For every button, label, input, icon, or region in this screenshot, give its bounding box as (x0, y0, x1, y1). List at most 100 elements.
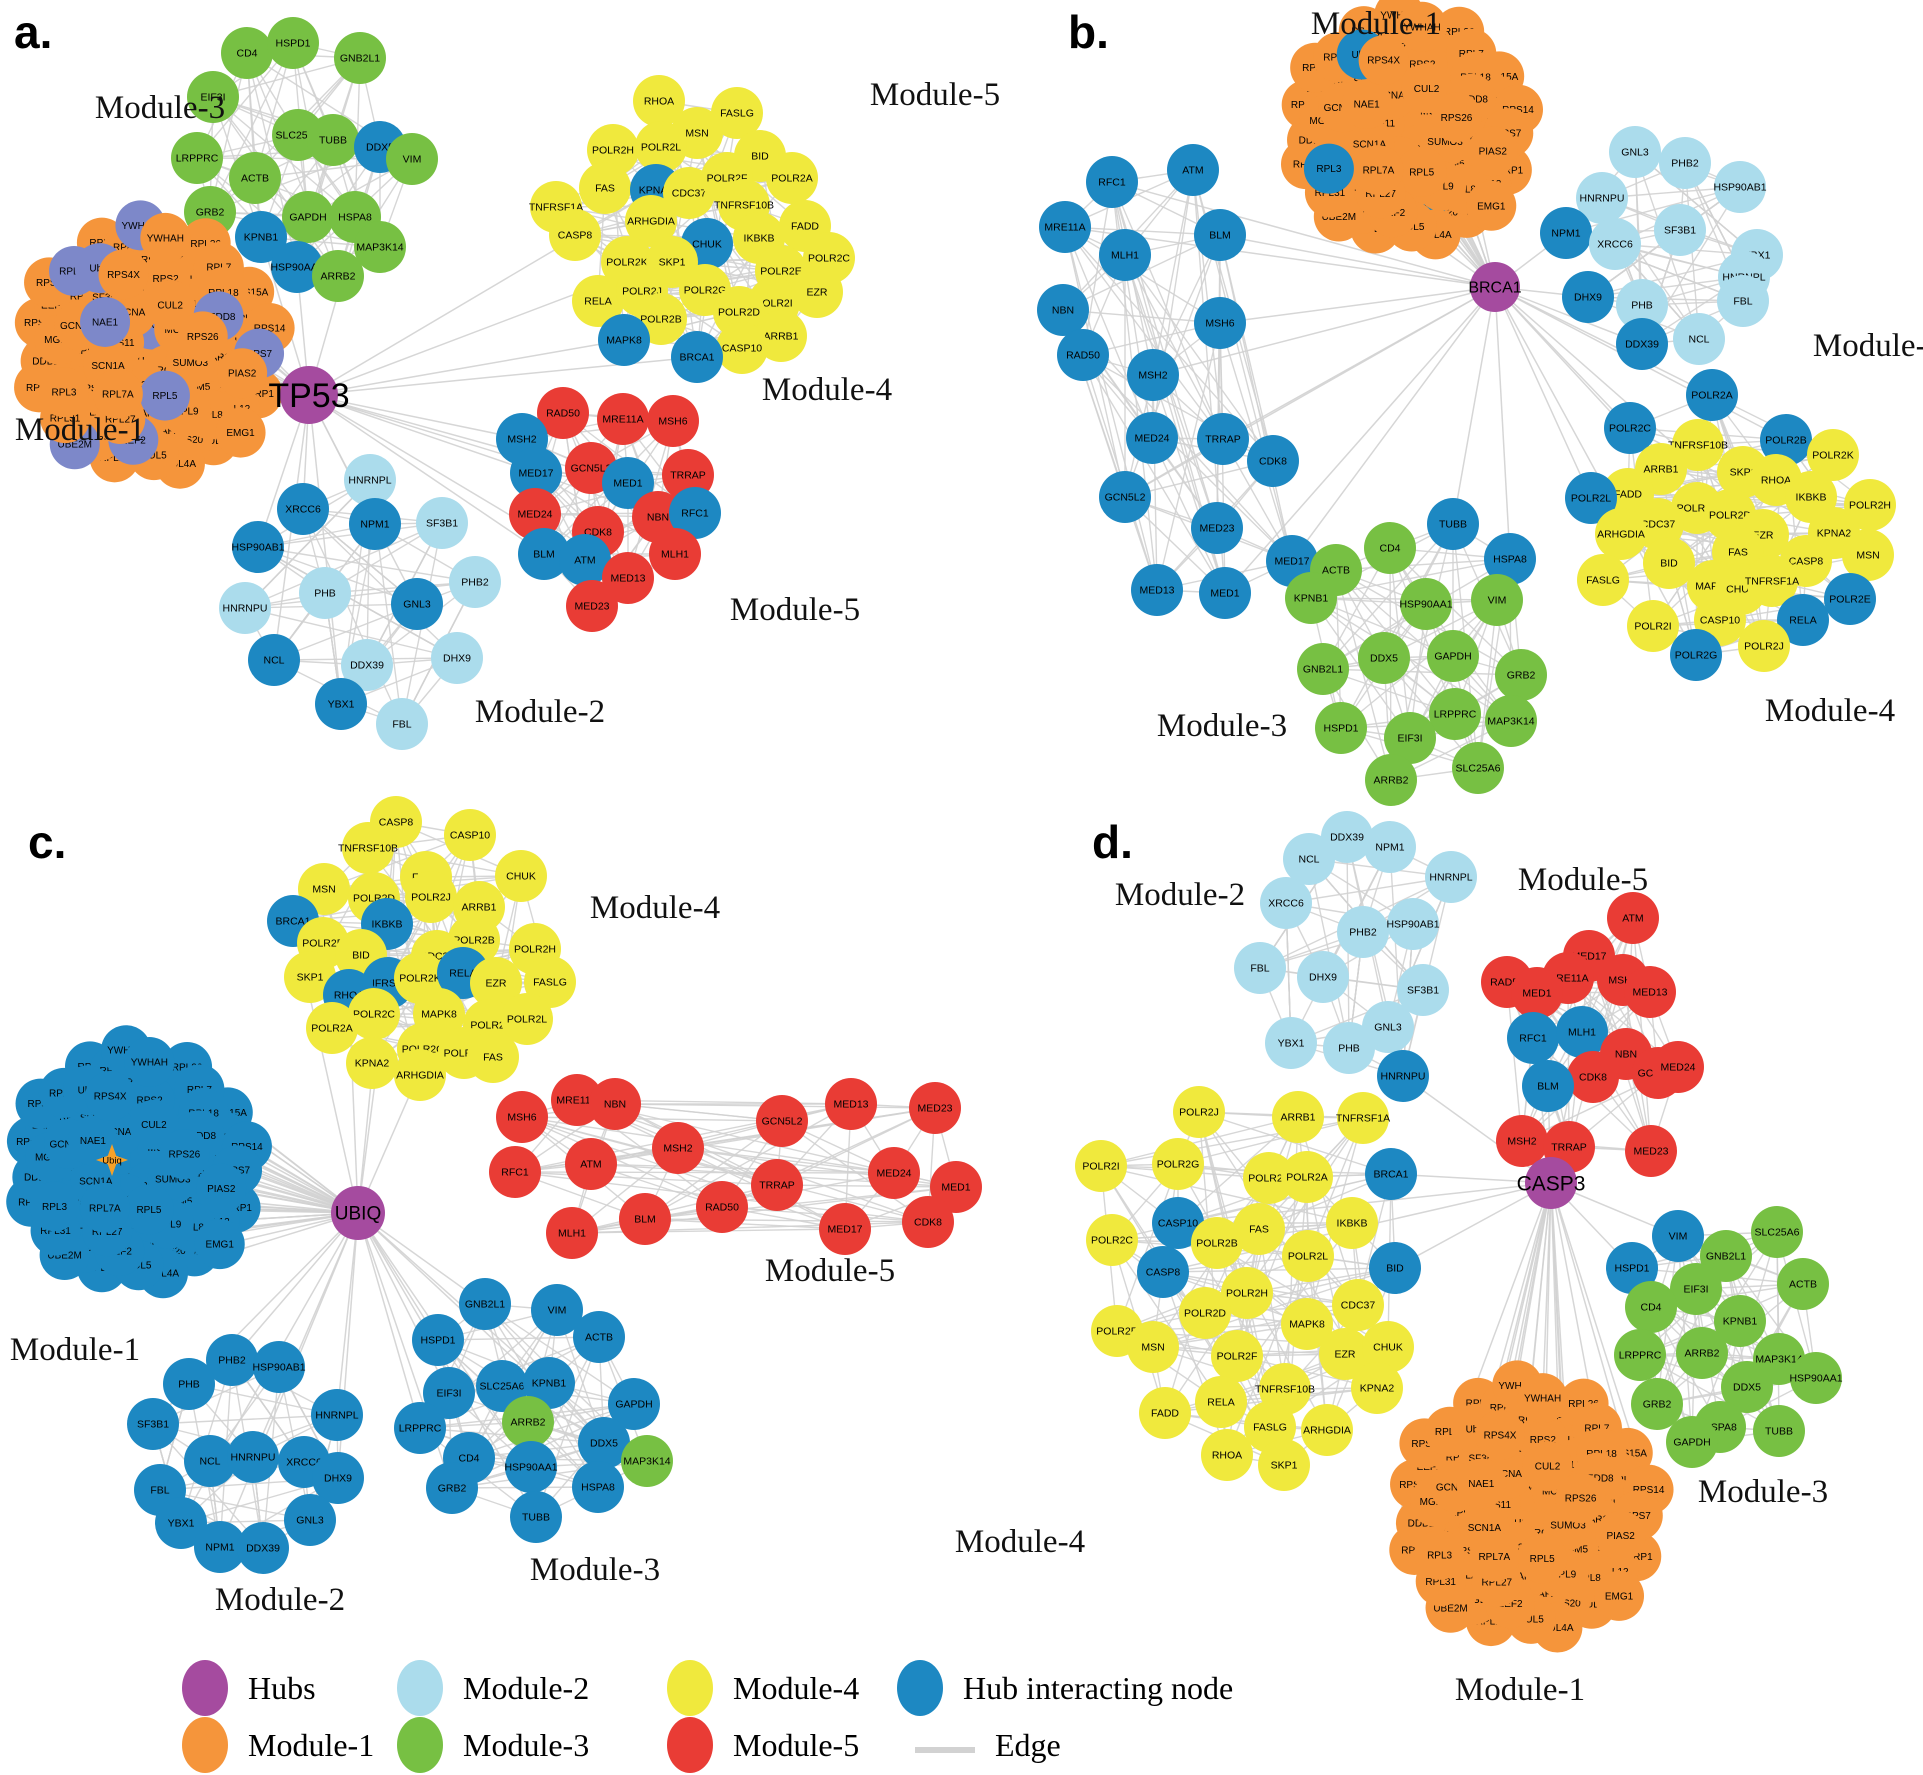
gene-node[interactable] (315, 678, 367, 730)
gene-node[interactable] (405, 871, 457, 923)
gene-node[interactable] (1358, 632, 1410, 684)
gene-node[interactable] (1844, 479, 1896, 531)
gene-node[interactable] (573, 1311, 625, 1363)
gene-node[interactable] (459, 1278, 511, 1330)
gene-node[interactable] (1191, 1217, 1243, 1269)
gene-node[interactable] (1341, 79, 1392, 130)
gene-node[interactable] (1173, 1086, 1225, 1138)
gene-node[interactable] (1152, 1197, 1204, 1249)
gene-node[interactable] (902, 1196, 954, 1248)
gene-node[interactable] (565, 1138, 617, 1190)
gene-node[interactable] (394, 1049, 446, 1101)
gene-node[interactable] (391, 578, 443, 630)
gene-node[interactable] (1672, 419, 1724, 471)
gene-node[interactable] (1387, 898, 1439, 950)
gene-node[interactable] (1700, 1230, 1752, 1282)
gene-node[interactable] (376, 698, 428, 750)
gene-node[interactable] (510, 1491, 562, 1543)
gene-node[interactable] (227, 1431, 279, 1483)
gene-node[interactable] (1589, 218, 1641, 270)
gene-node[interactable] (1179, 1287, 1231, 1339)
gene-node[interactable] (1258, 1439, 1310, 1491)
gene-node[interactable] (1609, 126, 1661, 178)
gene-node[interactable] (229, 152, 281, 204)
gene-node[interactable] (671, 331, 723, 383)
gene-node[interactable] (177, 311, 228, 362)
gene-node[interactable] (1540, 207, 1592, 259)
gene-node[interactable] (1556, 1006, 1608, 1058)
gene-node[interactable] (1397, 964, 1449, 1016)
gene-node[interactable] (1194, 209, 1246, 261)
gene-node[interactable] (232, 521, 284, 573)
gene-node[interactable] (531, 1284, 583, 1336)
gene-node[interactable] (669, 487, 721, 539)
gene-node[interactable] (1234, 942, 1286, 994)
gene-node[interactable] (1315, 702, 1367, 754)
gene-node[interactable] (1152, 1138, 1204, 1190)
gene-node[interactable] (1425, 851, 1477, 903)
gene-node[interactable] (237, 1522, 289, 1574)
gene-node[interactable] (79, 1182, 130, 1233)
gene-node[interactable] (163, 1358, 215, 1410)
gene-node[interactable] (537, 387, 589, 439)
gene-node[interactable] (1595, 508, 1647, 560)
gene-node[interactable] (1606, 1242, 1658, 1294)
gene-node[interactable] (1326, 1197, 1378, 1249)
gene-node[interactable] (1777, 1258, 1829, 1310)
gene-node[interactable] (756, 1095, 808, 1147)
gene-node[interactable] (194, 1521, 246, 1573)
gene-node[interactable] (1323, 1022, 1375, 1074)
gene-node[interactable] (572, 1461, 624, 1513)
gene-node[interactable] (1607, 892, 1659, 944)
gene-node[interactable] (277, 483, 329, 535)
gene-node[interactable] (1086, 1214, 1138, 1266)
gene-node[interactable] (1517, 1373, 1568, 1424)
gene-node[interactable] (1099, 471, 1151, 523)
gene-node[interactable] (467, 1031, 519, 1083)
gene-node[interactable] (1281, 1151, 1333, 1203)
gene-node[interactable] (184, 1435, 236, 1487)
gene-node[interactable] (354, 221, 406, 273)
gene-node[interactable] (124, 1037, 175, 1088)
gene-node[interactable] (1714, 1295, 1766, 1347)
ubiq-star-node[interactable] (96, 1144, 128, 1176)
gene-node[interactable] (502, 1396, 554, 1448)
gene-node[interactable] (1427, 630, 1479, 682)
gene-node[interactable] (1126, 412, 1178, 464)
gene-node[interactable] (159, 1129, 210, 1180)
gene-node[interactable] (1127, 1321, 1179, 1373)
gene-node[interactable] (1431, 92, 1482, 143)
gene-node[interactable] (1365, 754, 1417, 806)
gene-node[interactable] (1631, 1378, 1683, 1430)
gene-node[interactable] (1452, 742, 1504, 794)
gene-node[interactable] (549, 209, 601, 261)
gene-node[interactable] (123, 1184, 174, 1235)
gene-node[interactable] (652, 1122, 704, 1174)
gene-node[interactable] (501, 993, 553, 1045)
gene-node[interactable] (412, 1314, 464, 1366)
gene-node[interactable] (1397, 1, 1448, 52)
gene-node[interactable] (1627, 600, 1679, 652)
gene-node[interactable] (716, 322, 768, 374)
gene-node[interactable] (1670, 629, 1722, 681)
gene-node[interactable] (140, 212, 191, 263)
gene-node[interactable] (171, 132, 223, 184)
gene-node[interactable] (221, 27, 273, 79)
gene-node[interactable] (1517, 1533, 1568, 1584)
gene-node[interactable] (235, 211, 287, 263)
gene-node[interactable] (219, 582, 271, 634)
gene-node[interactable] (1099, 229, 1151, 281)
gene-node[interactable] (1199, 567, 1251, 619)
gene-node[interactable] (1738, 620, 1790, 672)
gene-node[interactable] (1676, 1327, 1728, 1379)
gene-node[interactable] (930, 1161, 982, 1213)
gene-node[interactable] (1565, 472, 1617, 524)
gene-node[interactable] (1281, 1298, 1333, 1350)
gene-node[interactable] (909, 1082, 961, 1134)
gene-node[interactable] (1396, 146, 1447, 197)
gene-node[interactable] (1714, 161, 1766, 213)
gene-node[interactable] (1194, 297, 1246, 349)
gene-node[interactable] (416, 497, 468, 549)
gene-node[interactable] (1507, 1012, 1559, 1064)
gene-node[interactable] (1283, 833, 1335, 885)
